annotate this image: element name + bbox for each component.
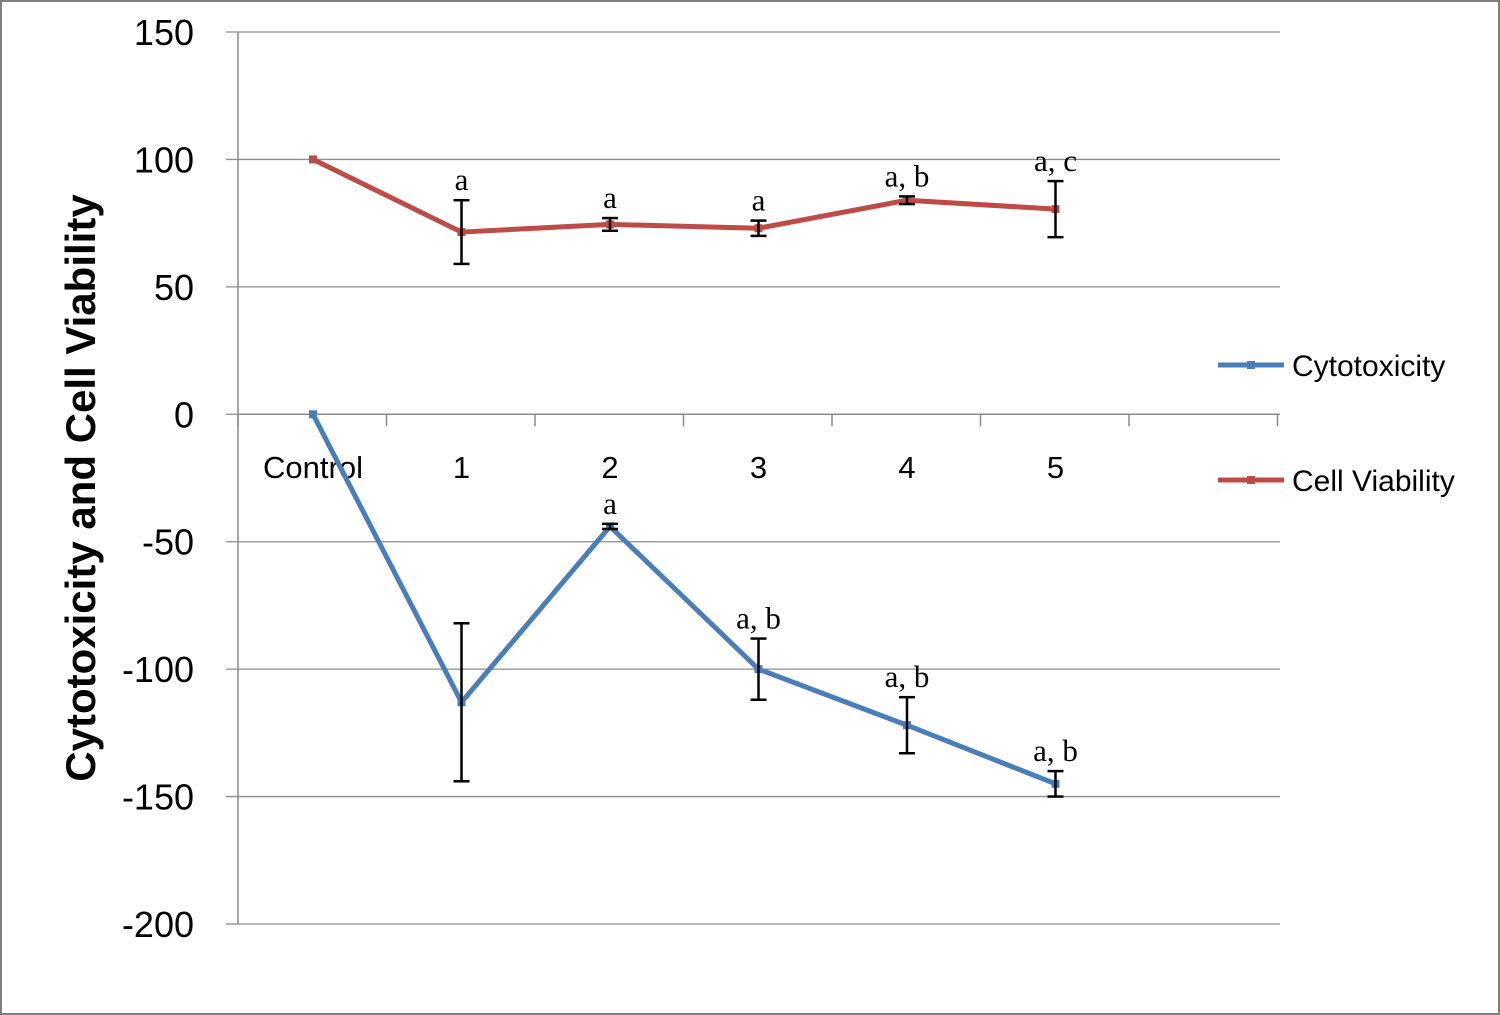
- cell-viability-point: [309, 155, 317, 164]
- cell-viability-annotation: a: [603, 180, 617, 215]
- x-tick-labels: Control 1 2 3 4 5: [263, 450, 1064, 485]
- x-tick-label: 3: [750, 450, 767, 485]
- legend: Cytotoxicity Cell Viability: [1218, 350, 1455, 498]
- cell-viability-line: [311, 157, 1056, 235]
- legend-marker-cytotoxicity: [1247, 361, 1255, 369]
- cytotoxicity-annotation: a, b: [885, 659, 930, 694]
- annotations: a a, b a, b a, b a a a a, b a, c: [455, 143, 1078, 768]
- x-tick-label: 2: [601, 450, 618, 485]
- legend-label-cell-viability: Cell Viability: [1292, 465, 1455, 498]
- cell-viability-annotation: a: [752, 183, 766, 218]
- x-tick-label: 4: [898, 450, 915, 485]
- cell-viability-annotation: a, b: [885, 158, 930, 193]
- cytotoxicity-annotation: a: [603, 486, 617, 521]
- y-tick-label: 150: [134, 12, 194, 53]
- cell-viability-annotation: a, c: [1034, 143, 1077, 178]
- cell-viability-annotation: a: [455, 162, 469, 197]
- y-tick-label: 50: [154, 267, 194, 308]
- cytotoxicity-point: [309, 410, 317, 419]
- y-axis-label: Cytotoxicity and Cell Viability: [57, 194, 104, 782]
- x-tick-label: 1: [453, 450, 470, 485]
- y-tick-label: -50: [142, 522, 194, 563]
- y-tick-labels: 150 100 50 0 -50 -100 -150 -200: [122, 12, 194, 945]
- legend-marker-cell-viability: [1247, 476, 1255, 484]
- y-tick-label: -100: [122, 649, 194, 690]
- cytotoxicity-line: [310, 413, 1057, 787]
- series-layer: [309, 155, 1064, 798]
- legend-label-cytotoxicity: Cytotoxicity: [1292, 350, 1445, 383]
- y-tick-label: 100: [134, 139, 194, 180]
- gridlines: [226, 31, 1280, 925]
- y-tick-label: -200: [122, 904, 194, 945]
- y-tick-label: 0: [174, 394, 194, 435]
- cytotoxicity-annotation: a, b: [736, 601, 781, 636]
- axes: [237, 32, 1280, 924]
- y-tick-label: -150: [122, 777, 194, 818]
- x-tick-label: 5: [1047, 450, 1064, 485]
- cytotoxicity-annotation: a, b: [1033, 733, 1078, 768]
